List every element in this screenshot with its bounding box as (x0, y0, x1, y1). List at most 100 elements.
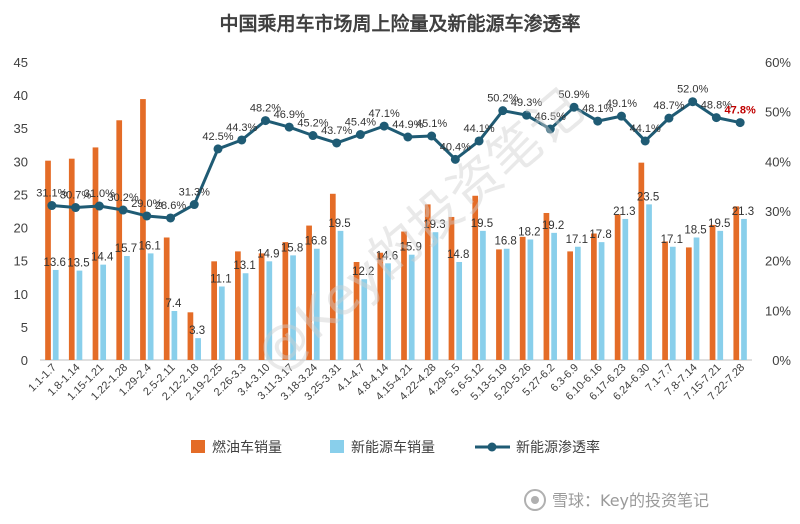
nev-bar (266, 261, 273, 360)
nev-bar-label: 15.7 (115, 243, 137, 255)
fuel-bar (591, 233, 597, 360)
nev-bar (432, 232, 439, 360)
nev-bar (669, 246, 676, 360)
x-axis-ticks: 1.1-1.71.8-1.141.15-1.211.22-1.281.29-2.… (26, 362, 747, 403)
nev-bar-label: 3.3 (189, 325, 205, 337)
y-right-tick: 20% (765, 254, 791, 269)
y-left-tick: 25 (14, 187, 28, 202)
penetration-label: 44.9% (392, 119, 423, 131)
nev-bar-label: 17.1 (661, 234, 683, 246)
nev-bar (575, 246, 581, 360)
fuel-bar (662, 241, 668, 360)
penetration-point (142, 211, 152, 221)
fuel-bar (472, 195, 479, 360)
nev-bar (52, 269, 59, 360)
y-left-tick: 20 (14, 221, 28, 236)
fuel-bar (329, 193, 336, 360)
nev-bar (527, 239, 534, 360)
legend-label-nev: 新能源车销量 (351, 439, 435, 456)
fuel-bar (187, 312, 194, 360)
penetration-point (71, 203, 81, 213)
nev-bar (551, 232, 557, 360)
nev-bar-label: 21.3 (613, 206, 635, 218)
penetration-label: 31.1% (36, 188, 67, 200)
nev-bar-label: 19.3 (423, 219, 445, 231)
fuel-bar (282, 242, 289, 360)
nev-bar (219, 286, 225, 360)
chart-title: 中国乘用车市场周上险量及新能源车渗透率 (219, 12, 580, 35)
nev-bar (361, 279, 368, 360)
legend-marker-penetration (487, 442, 497, 452)
legend-label-fuel: 燃油车销量 (212, 439, 282, 456)
nev-bar-label: 12.2 (352, 266, 374, 278)
penetration-point (616, 111, 626, 121)
penetration-point (118, 205, 128, 215)
penetration-point (498, 106, 508, 116)
nev-bar (290, 255, 296, 360)
penetration-point (474, 136, 484, 146)
penetration-label: 48.8% (701, 100, 732, 112)
penetration-point (711, 113, 721, 123)
y-right-tick: 10% (765, 303, 791, 318)
nev-bar (76, 270, 83, 360)
legend-label-penetration: 新能源渗透率 (516, 439, 600, 456)
penetration-point (94, 201, 104, 211)
nev-bar (124, 256, 130, 360)
penetration-label: 30.7% (60, 190, 91, 202)
penetration-line (47, 97, 745, 223)
penetration-label: 40.4% (440, 141, 471, 153)
y-left-tick: 15 (14, 254, 28, 269)
nev-bar-label: 19.5 (328, 218, 350, 230)
penetration-label: 42.5% (202, 131, 233, 143)
penetration-label: 43.7% (321, 125, 352, 137)
penetration-point (237, 135, 247, 145)
penetration-point (569, 102, 579, 112)
penetration-label: 49.3% (511, 97, 542, 109)
nev-bar-label: 14.8 (447, 249, 469, 261)
nev-bar (147, 253, 154, 360)
fuel-bar (638, 162, 645, 360)
penetration-point (450, 154, 460, 164)
fuel-bar (401, 231, 407, 360)
nev-bar (741, 218, 747, 360)
fuel-bar (543, 212, 550, 360)
nev-bar (503, 248, 510, 360)
penetration-label: 48.1% (582, 103, 613, 115)
fuel-bar (424, 204, 431, 360)
nev-bar-label: 14.6 (376, 250, 398, 262)
y-left-tick: 35 (14, 121, 28, 136)
penetration-point (664, 113, 674, 123)
penetration-point (166, 213, 176, 223)
penetration-label: 45.1% (416, 118, 447, 130)
y-right-tick: 40% (765, 154, 791, 169)
nev-bar-label: 17.1 (566, 234, 588, 246)
nev-bar (242, 273, 249, 360)
fuel-bar (68, 158, 75, 360)
penetration-label: 47.8% (725, 105, 756, 117)
nev-bar (456, 261, 463, 360)
nev-bar (598, 242, 605, 360)
y-right-tick: 60% (765, 55, 791, 70)
fuel-bar (140, 99, 146, 360)
penetration-point (213, 144, 223, 154)
penetration-point (640, 136, 650, 146)
penetration-label: 44.3% (226, 122, 257, 134)
penetration-point (355, 130, 365, 140)
nev-bar (313, 248, 320, 360)
y-left-tick: 5 (21, 320, 28, 335)
penetration-label: 52.0% (677, 84, 708, 96)
y-left-tick: 40 (14, 88, 28, 103)
nev-bar-label: 17.8 (589, 229, 611, 241)
nev-bar-label: 15.8 (281, 242, 303, 254)
y-left-tick: 0 (21, 353, 28, 368)
fuel-bar (116, 120, 123, 360)
penetration-label: 48.2% (250, 103, 281, 115)
nev-bar-label: 7.4 (165, 298, 182, 310)
nev-bar-label: 13.5 (67, 258, 89, 270)
nev-bar-label: 18.2 (518, 226, 540, 238)
penetration-label: 50.9% (558, 89, 589, 101)
penetration-label: 49.1% (606, 98, 637, 110)
nev-bar-label: 15.9 (400, 242, 422, 254)
fuel-bar (45, 160, 51, 360)
penetration-point (260, 116, 270, 126)
